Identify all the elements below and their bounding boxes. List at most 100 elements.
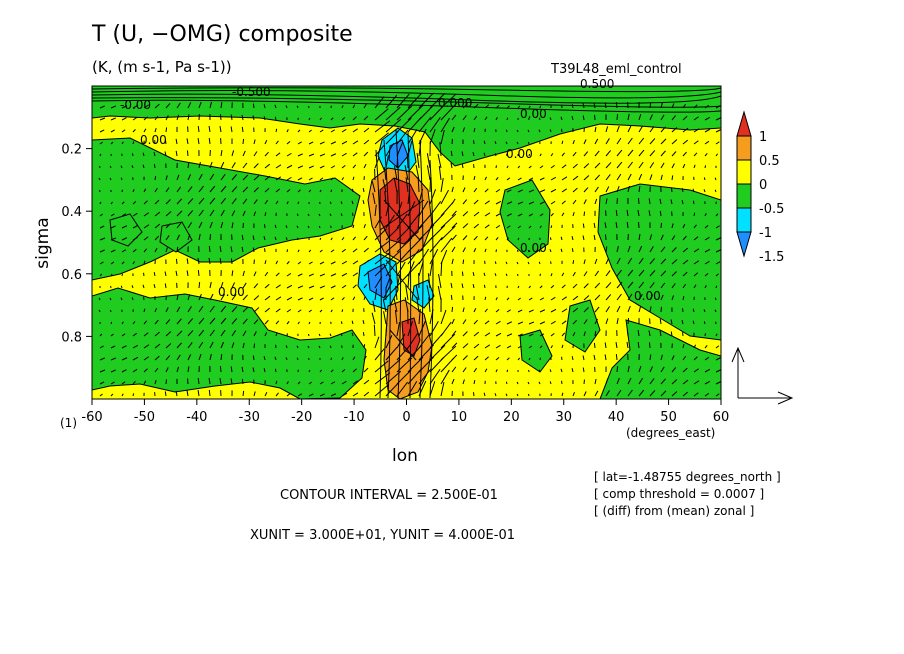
wind-vector [396, 261, 406, 277]
wind-vector [528, 309, 534, 313]
wind-vector [516, 141, 519, 145]
field-cold-anomaly [388, 139, 409, 169]
wind-vector [693, 356, 698, 361]
colorbar-segment [736, 231, 752, 258]
wind-vector [649, 114, 653, 121]
wind-vector [528, 189, 535, 193]
wind-vector [660, 258, 667, 265]
wind-vector [363, 344, 366, 349]
wind-vector [120, 165, 123, 169]
wind-vector [638, 281, 645, 289]
wind-vector [583, 391, 587, 397]
wind-vector [264, 199, 269, 205]
wind-vector [429, 321, 439, 337]
wind-vector [197, 126, 200, 133]
wind-vector [363, 259, 370, 265]
wind-vector [98, 177, 101, 181]
wind-vector [517, 225, 521, 229]
wind-vector [473, 115, 478, 121]
wind-vector [561, 308, 568, 313]
wind-vector [407, 381, 418, 397]
wind-vector [561, 140, 564, 145]
wind-vector [638, 137, 645, 145]
wind-vector [285, 237, 288, 241]
wind-vector [110, 261, 115, 265]
wind-vector [572, 212, 575, 217]
wind-vector [572, 391, 575, 397]
wind-vector [462, 103, 468, 109]
wind-vector [385, 382, 399, 397]
wind-vector [382, 179, 387, 193]
wind-vector [440, 201, 454, 217]
wind-vector [484, 248, 487, 253]
wind-vector [363, 283, 368, 289]
wind-vector [560, 236, 563, 241]
wind-vector [286, 152, 292, 157]
wind-vector [319, 153, 326, 157]
wind-vector [682, 247, 689, 253]
wind-vector [132, 116, 138, 121]
wind-vector [263, 356, 266, 361]
wind-vector [209, 185, 216, 193]
wind-vector [363, 139, 370, 145]
wind-vector [407, 273, 410, 289]
wind-vector [164, 139, 167, 145]
wind-vector [187, 102, 192, 109]
wind-vector [693, 380, 700, 385]
central-contours [375, 129, 434, 399]
wind-vector [462, 247, 466, 253]
wind-vector [429, 236, 443, 253]
wind-vector [437, 153, 442, 169]
wind-vector [385, 106, 401, 121]
wind-vector [371, 180, 376, 193]
wind-vector [396, 333, 406, 349]
wind-vector [396, 129, 409, 145]
wind-vector [264, 175, 271, 181]
wind-vector [252, 235, 255, 241]
wind-vector [473, 355, 479, 361]
wind-vector [285, 345, 288, 349]
colorbar-segment [736, 159, 752, 185]
wind-vector [659, 210, 662, 217]
wind-vector [110, 393, 114, 397]
wind-vector [682, 259, 689, 265]
wind-vector [352, 272, 358, 277]
wind-vector [572, 163, 578, 169]
wind-vector [385, 262, 397, 277]
wind-vector [451, 258, 454, 265]
wind-vector [682, 115, 688, 121]
wind-vector [583, 331, 586, 337]
wind-vector [330, 129, 336, 133]
wind-vector [154, 379, 157, 385]
wind-vector [319, 129, 324, 133]
wind-vector [715, 369, 722, 373]
wind-vector [154, 127, 157, 133]
wind-vector [241, 114, 244, 121]
wind-vector [538, 369, 541, 373]
wind-vector [426, 285, 431, 301]
wind-vector [462, 331, 468, 337]
wind-vector [252, 103, 255, 109]
wind-vector [209, 293, 214, 301]
wind-vector [418, 188, 424, 205]
wind-vector [154, 211, 161, 217]
wind-vector [550, 332, 555, 337]
wind-vector [121, 381, 126, 385]
wind-vector [132, 236, 138, 241]
wind-vector [220, 185, 227, 193]
x-axis: -60 -50 -40 -30 -20 -10 0 10 20 30 40 50 60 [81, 399, 729, 425]
wind-vector [231, 222, 234, 229]
wind-vector [220, 161, 225, 169]
wind-vector [143, 260, 146, 265]
wind-vector [583, 259, 586, 265]
wind-vector [219, 366, 222, 373]
wind-vector [539, 177, 545, 181]
wind-vector [286, 321, 290, 325]
wind-vector [426, 153, 431, 169]
wind-vector [528, 177, 534, 181]
wind-vector [593, 342, 596, 349]
wind-vector [165, 223, 171, 229]
wind-vector [660, 390, 667, 397]
wind-vector [308, 333, 310, 337]
wind-vector [374, 228, 387, 241]
